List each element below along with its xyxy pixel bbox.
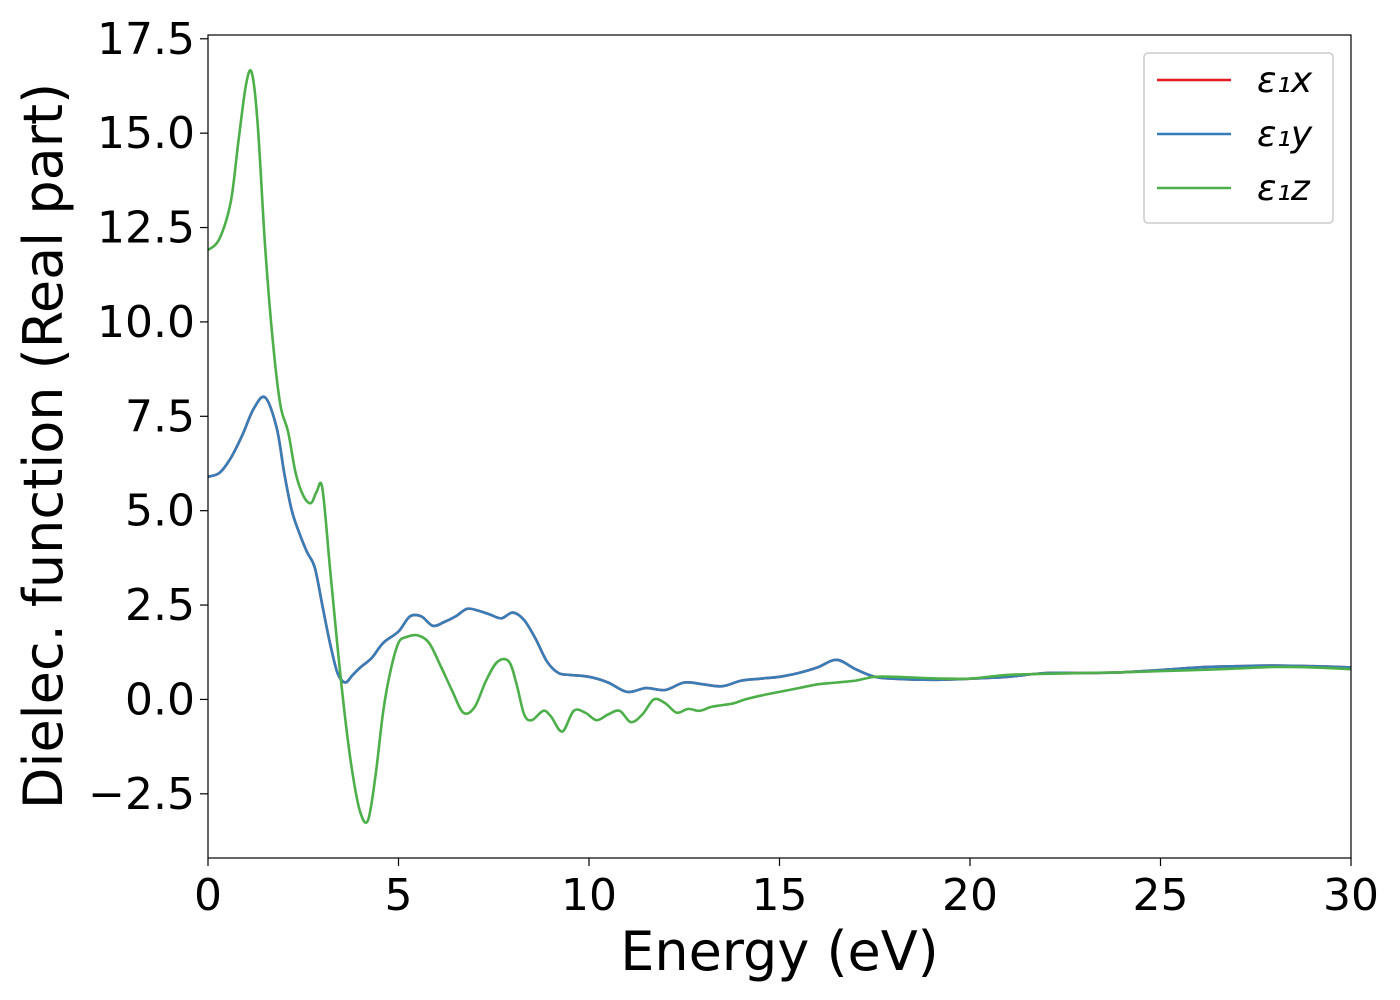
series-layer — [207, 69, 1352, 825]
x-tick-label: 20 — [942, 870, 998, 921]
y-tick-label: 17.5 — [97, 14, 195, 65]
y-axis: −2.5 0.0 2.5 5.0 7.5 10.0 12.5 15.0 17.5 — [88, 14, 208, 820]
y-tick-label: 12.5 — [97, 203, 195, 254]
y-tick-label: 5.0 — [125, 486, 195, 537]
x-tick-label: 10 — [561, 870, 617, 921]
y-axis-title: Dielec. function (Real part) — [12, 83, 75, 809]
y-tick-label: 2.5 — [125, 580, 195, 631]
x-axis: 0 5 10 15 20 25 30 — [194, 858, 1379, 921]
legend-frame — [1143, 52, 1334, 224]
x-tick-label: 30 — [1323, 870, 1379, 921]
legend-label-2: ε₁y — [1257, 114, 1313, 155]
x-tick-label: 5 — [385, 870, 413, 921]
y-tick-label: 7.5 — [125, 391, 195, 442]
y-tick-label: 15.0 — [97, 108, 195, 159]
x-tick-label: 15 — [752, 870, 808, 921]
y-tick-label: −2.5 — [88, 769, 195, 820]
series-line-3 — [207, 69, 1352, 825]
legend: ε₁x ε₁y ε₁z — [1143, 52, 1334, 224]
x-tick-label: 0 — [194, 870, 222, 921]
x-axis-title: Energy (eV) — [620, 920, 939, 983]
y-tick-label: 0.0 — [125, 674, 195, 725]
x-tick-label: 25 — [1133, 870, 1189, 921]
legend-label-3: ε₁z — [1257, 168, 1311, 209]
legend-label-1: ε₁x — [1257, 60, 1313, 101]
y-tick-label: 10.0 — [97, 297, 195, 348]
